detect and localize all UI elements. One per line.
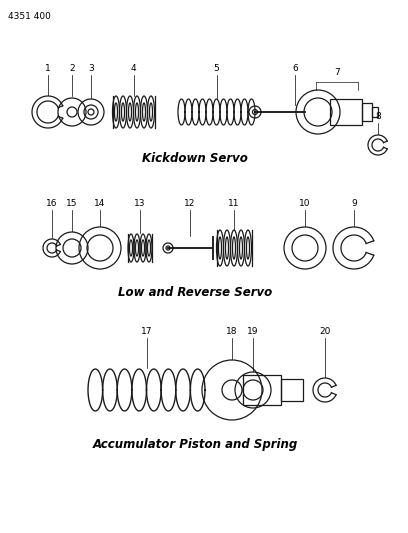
Bar xyxy=(330,99,362,125)
Text: 14: 14 xyxy=(94,199,106,208)
Text: 2: 2 xyxy=(69,64,75,73)
Text: 16: 16 xyxy=(46,199,58,208)
Bar xyxy=(372,107,378,117)
Text: 4351 400: 4351 400 xyxy=(8,12,51,21)
Text: 12: 12 xyxy=(184,199,196,208)
Text: 3: 3 xyxy=(88,64,94,73)
Text: 7: 7 xyxy=(334,68,340,77)
Text: 15: 15 xyxy=(66,199,78,208)
Bar xyxy=(281,379,303,401)
Text: Accumulator Piston and Spring: Accumulator Piston and Spring xyxy=(92,438,297,451)
Text: 20: 20 xyxy=(319,327,331,336)
Text: Low and Reverse Servo: Low and Reverse Servo xyxy=(118,286,272,299)
Text: 8: 8 xyxy=(375,112,381,121)
Text: 18: 18 xyxy=(226,327,238,336)
Text: 19: 19 xyxy=(247,327,259,336)
Text: 4: 4 xyxy=(131,64,136,73)
Text: 1: 1 xyxy=(45,64,51,73)
Bar xyxy=(243,375,281,405)
Bar xyxy=(362,103,372,121)
Text: 11: 11 xyxy=(228,199,240,208)
Text: 10: 10 xyxy=(299,199,311,208)
Text: 5: 5 xyxy=(214,64,220,73)
Text: Kickdown Servo: Kickdown Servo xyxy=(142,152,248,165)
Text: 6: 6 xyxy=(292,64,298,73)
Text: 17: 17 xyxy=(141,327,152,336)
Text: 9: 9 xyxy=(351,199,357,208)
Text: 13: 13 xyxy=(134,199,146,208)
